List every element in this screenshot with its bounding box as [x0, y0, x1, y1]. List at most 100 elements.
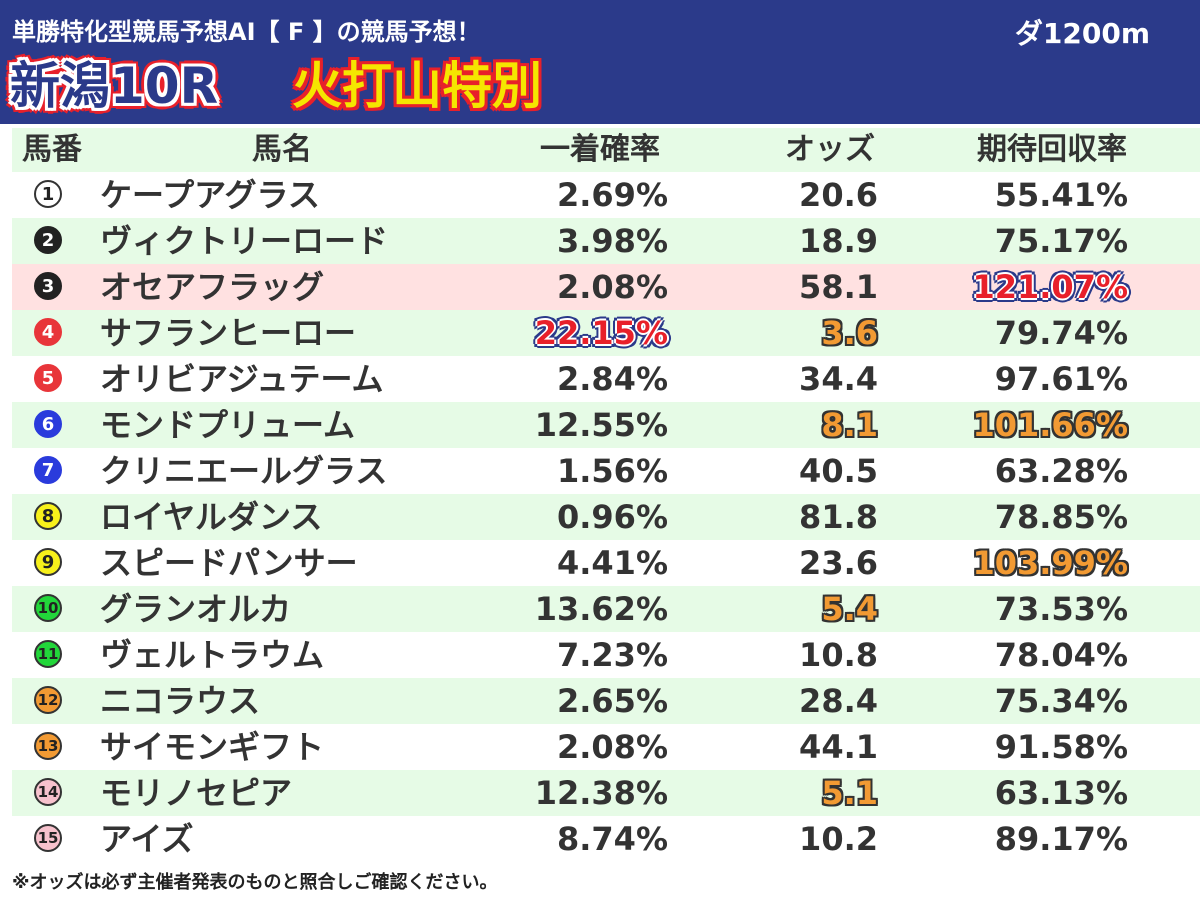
horse-number-badge: 14: [34, 778, 62, 806]
horse-name: ケープアグラス: [100, 176, 320, 214]
header-name: 馬名: [252, 132, 312, 167]
horse-name: クリニエールグラス: [100, 452, 388, 490]
table-header-row: 馬番 馬名 一着確率 オッズ 期待回収率: [12, 128, 1200, 172]
table-row: 6 モンドプリューム 12.55% 8.1 101.66%: [12, 402, 1200, 448]
win-probability: 2.08%: [556, 728, 668, 766]
odds-value: 8.1: [821, 406, 878, 444]
horse-name: アイズ: [100, 820, 194, 858]
expected-roi: 91.58%: [994, 728, 1128, 766]
odds-value: 40.5: [799, 452, 878, 490]
header-odds: オッズ: [785, 132, 875, 167]
footnote: ※オッズは必ず主催者発表のものと照合しご確認ください。: [12, 872, 498, 893]
header-win-prob: 一着確率: [540, 132, 660, 167]
table-row: 5 オリビアジュテーム 2.84% 34.4 97.61%: [12, 356, 1200, 402]
expected-roi: 73.53%: [994, 590, 1128, 628]
table-row: 15 アイズ 8.74% 10.2 89.17%: [12, 816, 1200, 862]
horse-name: ヴィクトリーロード: [100, 222, 389, 260]
expected-roi: 63.28%: [994, 452, 1128, 490]
odds-value: 81.8: [799, 498, 878, 536]
table-row: 3 オセアフラッグ 2.08% 58.1 121.07%: [12, 264, 1200, 310]
odds-value: 44.1: [799, 728, 878, 766]
expected-roi: 97.61%: [994, 360, 1128, 398]
horse-name: オリビアジュテーム: [100, 360, 384, 398]
win-probability: 8.74%: [556, 820, 668, 858]
horse-name: サフランヒーロー: [100, 314, 357, 352]
horse-number-badge: 9: [34, 548, 62, 576]
odds-value: 5.1: [821, 774, 878, 812]
table-row: 2 ヴィクトリーロード 3.98% 18.9 75.17%: [12, 218, 1200, 264]
horse-number-badge: 2: [34, 226, 62, 254]
odds-value: 10.8: [799, 636, 878, 674]
win-probability: 1.56%: [556, 452, 668, 490]
odds-value: 20.6: [799, 176, 878, 214]
expected-roi: 103.99%: [972, 544, 1128, 582]
table-row: 4 サフランヒーロー 22.15% 3.6 79.74%: [12, 310, 1200, 356]
race-name: 火打山特別: [292, 57, 542, 115]
table-row: 13 サイモンギフト 2.08% 44.1 91.58%: [12, 724, 1200, 770]
win-probability: 12.55%: [534, 406, 668, 444]
expected-roi: 101.66%: [972, 406, 1128, 444]
expected-roi: 78.85%: [994, 498, 1128, 536]
win-probability: 7.23%: [556, 636, 668, 674]
win-probability: 12.38%: [534, 774, 668, 812]
table-row: 8 ロイヤルダンス 0.96% 81.8 78.85%: [12, 494, 1200, 540]
expected-roi: 63.13%: [994, 774, 1128, 812]
expected-roi: 89.17%: [994, 820, 1128, 858]
horse-name: モリノセピア: [100, 774, 293, 812]
odds-value: 23.6: [799, 544, 878, 582]
win-probability: 2.08%: [556, 268, 668, 306]
horse-name: モンドプリューム: [100, 406, 356, 444]
prediction-table: 馬番 馬名 一着確率 オッズ 期待回収率 1 ケープアグラス 2.69% 20.6 55…: [12, 128, 1200, 862]
win-probability: 2.65%: [556, 682, 668, 720]
table-body: 1 ケープアグラス 2.69% 20.6 55.41% 2 ヴィクトリーロード 3.98% 1 8…: [12, 172, 1200, 862]
table-row: 9 スピードパンサー 4.41% 23.6 103.99%: [12, 540, 1200, 586]
horse-number-badge: 15: [34, 824, 62, 852]
table-row: 7 クリニエールグラス 1.56% 40.5 63.28%: [12, 448, 1200, 494]
horse-number-badge: 1: [34, 180, 62, 208]
odds-value: 5.4: [821, 590, 878, 628]
win-probability: 2.84%: [556, 360, 668, 398]
win-probability: 13.62%: [534, 590, 668, 628]
table-row: 12 ニコラウス 2.65% 28.4 75.34%: [12, 678, 1200, 724]
odds-value: 10.2: [799, 820, 878, 858]
venue-race-number: 新潟10R: [10, 57, 219, 115]
expected-roi: 75.17%: [994, 222, 1128, 260]
expected-roi: 75.34%: [994, 682, 1128, 720]
table-row: 11 ヴェルトラウム 7.23% 10.8 78.04%: [12, 632, 1200, 678]
race-distance: ダ1200m: [1014, 17, 1150, 50]
win-probability: 4.41%: [556, 544, 668, 582]
expected-roi: 79.74%: [994, 314, 1128, 352]
win-probability: 0.96%: [556, 498, 668, 536]
horse-number-badge: 11: [34, 640, 62, 668]
table-row: 1 ケープアグラス 2.69% 20.6 55.41%: [12, 172, 1200, 218]
horse-number-badge: 8: [34, 502, 62, 530]
table-row: 10 グランオルカ 13.62% 5.4 73.53%: [12, 586, 1200, 632]
expected-roi: 78.04%: [994, 636, 1128, 674]
win-probability: 22.15%: [534, 314, 668, 352]
horse-name: グランオルカ: [100, 590, 292, 628]
expected-roi: 55.41%: [994, 176, 1128, 214]
horse-name: サイモンギフト: [100, 728, 325, 766]
horse-name: ヴェルトラウム: [100, 636, 325, 674]
expected-roi: 121.07%: [972, 268, 1128, 306]
odds-value: 34.4: [799, 360, 878, 398]
horse-name: ニコラウス: [100, 682, 261, 720]
header-roi: 期待回収率: [977, 132, 1127, 167]
horse-number-badge: 4: [34, 318, 62, 346]
horse-name: スピードパンサー: [100, 544, 358, 582]
win-probability: 3.98%: [556, 222, 668, 260]
horse-name: ロイヤルダンス: [100, 498, 323, 536]
win-probability: 2.69%: [556, 176, 668, 214]
horse-number-badge: 10: [34, 594, 62, 622]
horse-number-badge: 12: [34, 686, 62, 714]
header-number: 馬番: [22, 132, 82, 167]
horse-number-badge: 3: [34, 272, 62, 300]
horse-number-badge: 5: [34, 364, 62, 392]
table-row: 14 モリノセピア 12.38% 5.1 63.13%: [12, 770, 1200, 816]
horse-number-badge: 13: [34, 732, 62, 760]
odds-value: 3.6: [821, 314, 878, 352]
header-banner: 単勝特化型競馬予想AI【 F 】の競馬予想！ ダ1200m 新潟10R 火打山特…: [0, 0, 1200, 124]
subtitle: 単勝特化型競馬予想AI【 F 】の競馬予想！: [12, 18, 481, 46]
odds-value: 58.1: [799, 268, 878, 306]
horse-name: オセアフラッグ: [100, 268, 325, 306]
